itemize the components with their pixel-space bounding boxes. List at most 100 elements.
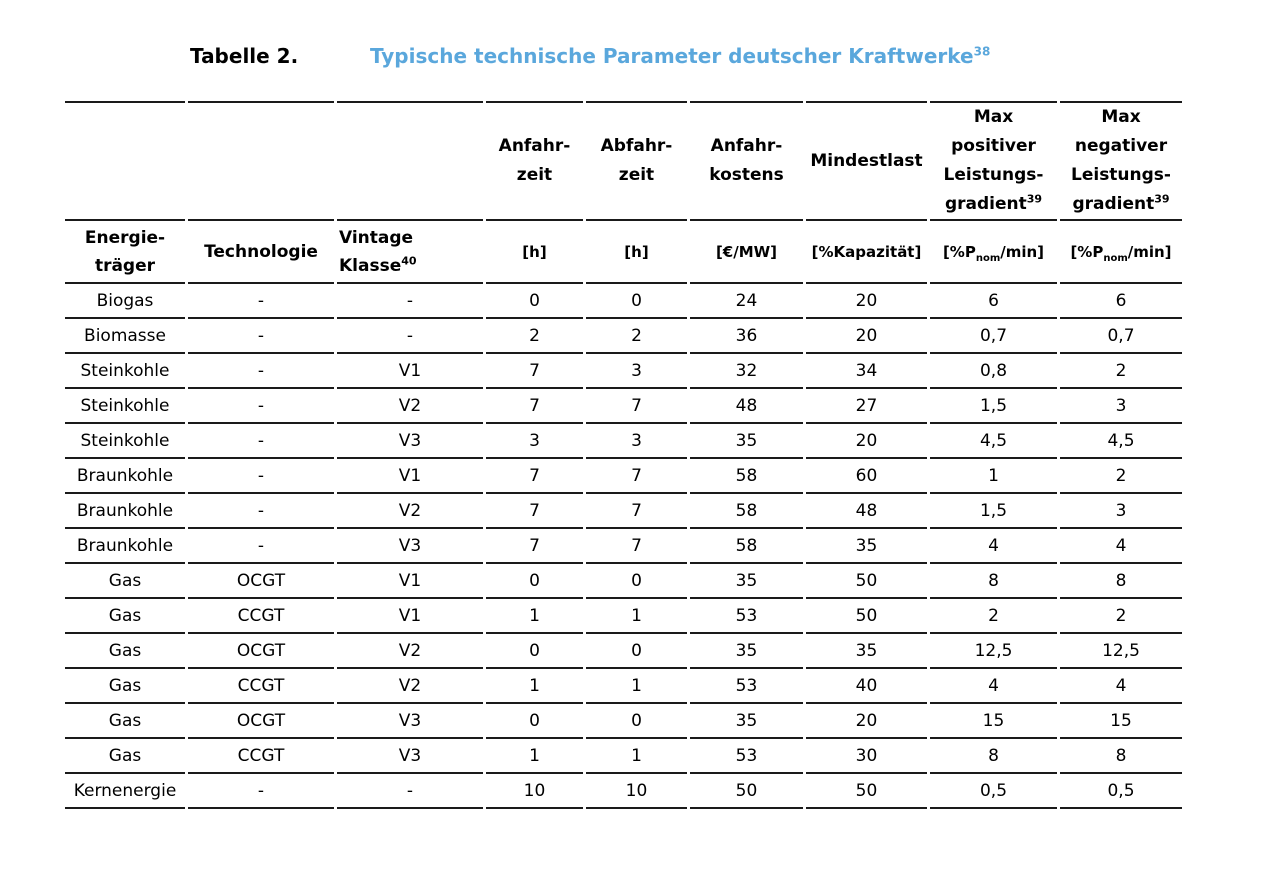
table-row: Gas CCGT V2 1 1 53 40 4 4 <box>65 669 1182 704</box>
unit-anfahrzeit: [h] <box>486 221 583 284</box>
cell-anfahrkostens: 53 <box>690 599 803 634</box>
table-row: Braunkohle - V1 7 7 58 60 1 2 <box>65 459 1182 494</box>
cell-abfahrzeit: 1 <box>586 669 687 704</box>
cell-max-neg-gradient: 4,5 <box>1060 424 1182 459</box>
cell-energietraeger: Gas <box>65 669 185 704</box>
cell-max-neg-gradient: 6 <box>1060 284 1182 319</box>
table-row: Biomasse - - 2 2 36 20 0,7 0,7 <box>65 319 1182 354</box>
cell-vintage-klasse: V3 <box>337 739 483 774</box>
cell-vintage-klasse: V3 <box>337 704 483 739</box>
cell-mindestlast: 20 <box>806 319 927 354</box>
corner-blank-2 <box>188 101 334 221</box>
cell-anfahrzeit: 1 <box>486 669 583 704</box>
cell-abfahrzeit: 3 <box>586 354 687 389</box>
table-row: Gas OCGT V3 0 0 35 20 15 15 <box>65 704 1182 739</box>
cell-energietraeger: Gas <box>65 634 185 669</box>
cell-technologie: OCGT <box>188 704 334 739</box>
cell-anfahrkostens: 58 <box>690 529 803 564</box>
parameters-table: Anfahr- zeit Abfahr- zeit Anfahr- kosten… <box>62 101 1185 809</box>
cell-mindestlast: 50 <box>806 774 927 809</box>
cell-max-neg-gradient: 2 <box>1060 459 1182 494</box>
footnote-ref-39: 39 <box>1154 192 1170 206</box>
cell-anfahrzeit: 0 <box>486 634 583 669</box>
table-body: Biogas - - 0 0 24 20 6 6 Biomasse - - 2 … <box>65 284 1182 809</box>
table-row: Gas CCGT V3 1 1 53 30 8 8 <box>65 739 1182 774</box>
cell-abfahrzeit: 2 <box>586 319 687 354</box>
cell-abfahrzeit: 1 <box>586 599 687 634</box>
cell-mindestlast: 50 <box>806 564 927 599</box>
cell-technologie: OCGT <box>188 564 334 599</box>
cell-max-neg-gradient: 0,7 <box>1060 319 1182 354</box>
cell-max-neg-gradient: 4 <box>1060 669 1182 704</box>
col-header-max-neg-gradient: Max negativer Leistungs- gradient39 <box>1060 101 1182 221</box>
cell-technologie: - <box>188 494 334 529</box>
cell-anfahrzeit: 7 <box>486 459 583 494</box>
cell-max-neg-gradient: 3 <box>1060 494 1182 529</box>
cell-abfahrzeit: 10 <box>586 774 687 809</box>
cell-energietraeger: Braunkohle <box>65 494 185 529</box>
cell-vintage-klasse: V3 <box>337 424 483 459</box>
cell-energietraeger: Braunkohle <box>65 529 185 564</box>
cell-mindestlast: 60 <box>806 459 927 494</box>
cell-max-pos-gradient: 6 <box>930 284 1057 319</box>
cell-max-neg-gradient: 15 <box>1060 704 1182 739</box>
cell-anfahrkostens: 35 <box>690 564 803 599</box>
cell-anfahrzeit: 1 <box>486 599 583 634</box>
table-row: Braunkohle - V2 7 7 58 48 1,5 3 <box>65 494 1182 529</box>
cell-anfahrzeit: 2 <box>486 319 583 354</box>
cell-energietraeger: Gas <box>65 599 185 634</box>
cell-max-pos-gradient: 4,5 <box>930 424 1057 459</box>
cell-anfahrzeit: 7 <box>486 354 583 389</box>
cell-vintage-klasse: V2 <box>337 669 483 704</box>
cell-vintage-klasse: V2 <box>337 634 483 669</box>
cell-energietraeger: Steinkohle <box>65 424 185 459</box>
cell-anfahrzeit: 10 <box>486 774 583 809</box>
cell-abfahrzeit: 0 <box>586 634 687 669</box>
table-row: Gas CCGT V1 1 1 53 50 2 2 <box>65 599 1182 634</box>
cell-technologie: - <box>188 529 334 564</box>
col-header-technologie: Technologie <box>188 221 334 284</box>
cell-abfahrzeit: 7 <box>586 389 687 424</box>
cell-abfahrzeit: 3 <box>586 424 687 459</box>
cell-anfahrzeit: 7 <box>486 529 583 564</box>
cell-abfahrzeit: 0 <box>586 284 687 319</box>
cell-technologie: CCGT <box>188 599 334 634</box>
footnote-ref-40: 40 <box>401 253 417 267</box>
cell-technologie: OCGT <box>188 634 334 669</box>
cell-vintage-klasse: - <box>337 319 483 354</box>
cell-max-pos-gradient: 0,8 <box>930 354 1057 389</box>
cell-anfahrkostens: 35 <box>690 704 803 739</box>
cell-anfahrkostens: 24 <box>690 284 803 319</box>
cell-technologie: CCGT <box>188 739 334 774</box>
cell-max-pos-gradient: 2 <box>930 599 1057 634</box>
cell-mindestlast: 40 <box>806 669 927 704</box>
cell-mindestlast: 35 <box>806 529 927 564</box>
cell-anfahrzeit: 0 <box>486 564 583 599</box>
cell-vintage-klasse: V1 <box>337 354 483 389</box>
cell-mindestlast: 34 <box>806 354 927 389</box>
col-header-max-pos-gradient: Max positiver Leistungs- gradient39 <box>930 101 1057 221</box>
cell-max-pos-gradient: 12,5 <box>930 634 1057 669</box>
table-row: Biogas - - 0 0 24 20 6 6 <box>65 284 1182 319</box>
cell-abfahrzeit: 7 <box>586 494 687 529</box>
cell-anfahrzeit: 7 <box>486 389 583 424</box>
table-row: Steinkohle - V3 3 3 35 20 4,5 4,5 <box>65 424 1182 459</box>
cell-vintage-klasse: V2 <box>337 494 483 529</box>
table-caption-text: Typische technische Parameter deutscher … <box>370 44 974 68</box>
table-row: Kernenergie - - 10 10 50 50 0,5 0,5 <box>65 774 1182 809</box>
document-page: { "colors": { "caption_blue": "#5aa7dc",… <box>0 44 1263 894</box>
cell-max-pos-gradient: 4 <box>930 529 1057 564</box>
cell-abfahrzeit: 0 <box>586 564 687 599</box>
col-header-energietraeger: Energie- träger <box>65 221 185 284</box>
col-header-vintage-klasse: Vintage Klasse40 <box>337 221 483 284</box>
cell-max-pos-gradient: 0,5 <box>930 774 1057 809</box>
cell-technologie: - <box>188 424 334 459</box>
cell-energietraeger: Biogas <box>65 284 185 319</box>
corner-blank-1 <box>65 101 185 221</box>
cell-max-pos-gradient: 15 <box>930 704 1057 739</box>
cell-mindestlast: 48 <box>806 494 927 529</box>
sub-header-row: Energie- träger Technologie Vintage Klas… <box>65 221 1182 284</box>
cell-vintage-klasse: - <box>337 774 483 809</box>
cell-anfahrkostens: 53 <box>690 739 803 774</box>
cell-max-neg-gradient: 3 <box>1060 389 1182 424</box>
